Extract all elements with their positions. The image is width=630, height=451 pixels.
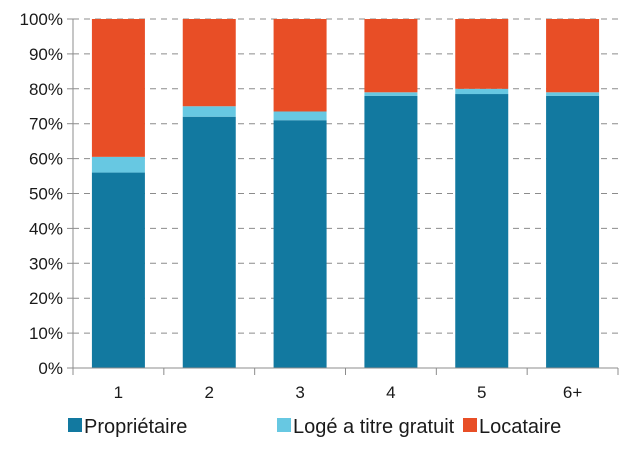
- legend-swatch: [277, 418, 291, 432]
- bar-proprietaire-5: [455, 94, 509, 368]
- y-tick-label: 70%: [29, 115, 63, 134]
- y-tick-label: 60%: [29, 150, 63, 169]
- legend-swatch: [463, 418, 477, 432]
- y-tick-label: 20%: [29, 289, 63, 308]
- bar-locataire-5: [455, 19, 509, 89]
- y-tick-label: 50%: [29, 185, 63, 204]
- x-tick-label: 2: [205, 383, 214, 402]
- axes: 0% 10% 20% 30% 40% 50% 60% 70% 80% 90% 100% 1 2 3 4 5 6+: [20, 10, 619, 402]
- legend-item-loge-a-titre-gratuit: Logé a titre gratuit: [277, 416, 455, 438]
- bar-proprietaire-6: [546, 95, 600, 368]
- x-tick-label: 6+: [563, 383, 582, 402]
- bar-proprietaire-1: [91, 172, 145, 368]
- y-tick-label: 100%: [20, 10, 63, 29]
- x-tick-label: 4: [386, 383, 395, 402]
- y-tick-label: 40%: [29, 219, 63, 238]
- bar-loge-a-titre-gratuit-1: [91, 156, 145, 173]
- y-tick-label: 30%: [29, 254, 63, 273]
- x-tick-label: 1: [114, 383, 123, 402]
- bar-proprietaire-4: [364, 95, 418, 368]
- bar-locataire-6: [546, 19, 600, 93]
- legend-item-locataire: Locataire: [463, 416, 561, 438]
- x-tick-label: 5: [477, 383, 486, 402]
- legend: Propriétaire Logé a titre gratuit Locatair…: [68, 416, 561, 438]
- y-tick-label: 10%: [29, 324, 63, 343]
- bar-locataire-3: [273, 19, 327, 112]
- legend-item-proprietaire: Propriétaire: [68, 416, 187, 438]
- bars: [91, 19, 600, 369]
- bar-loge-a-titre-gratuit-5: [455, 88, 509, 95]
- bar-loge-a-titre-gratuit-6: [546, 92, 600, 96]
- bar-proprietaire-3: [273, 120, 327, 369]
- bar-locataire-4: [364, 19, 418, 93]
- y-tick-label: 0%: [38, 359, 63, 378]
- gridlines: [73, 18, 618, 334]
- legend-label: Propriétaire: [84, 416, 187, 438]
- legend-label: Logé a titre gratuit: [293, 416, 455, 438]
- legend-swatch: [68, 418, 82, 432]
- bar-locataire-1: [91, 19, 145, 157]
- bar-loge-a-titre-gratuit-4: [364, 92, 418, 96]
- bar-loge-a-titre-gratuit-2: [182, 106, 236, 117]
- bar-proprietaire-2: [182, 116, 236, 368]
- bar-locataire-2: [182, 19, 236, 107]
- bar-loge-a-titre-gratuit-3: [273, 111, 327, 121]
- y-tick-label: 90%: [29, 45, 63, 64]
- x-tick-label: 3: [295, 383, 304, 402]
- legend-label: Locataire: [479, 416, 561, 438]
- y-tick-label: 80%: [29, 80, 63, 99]
